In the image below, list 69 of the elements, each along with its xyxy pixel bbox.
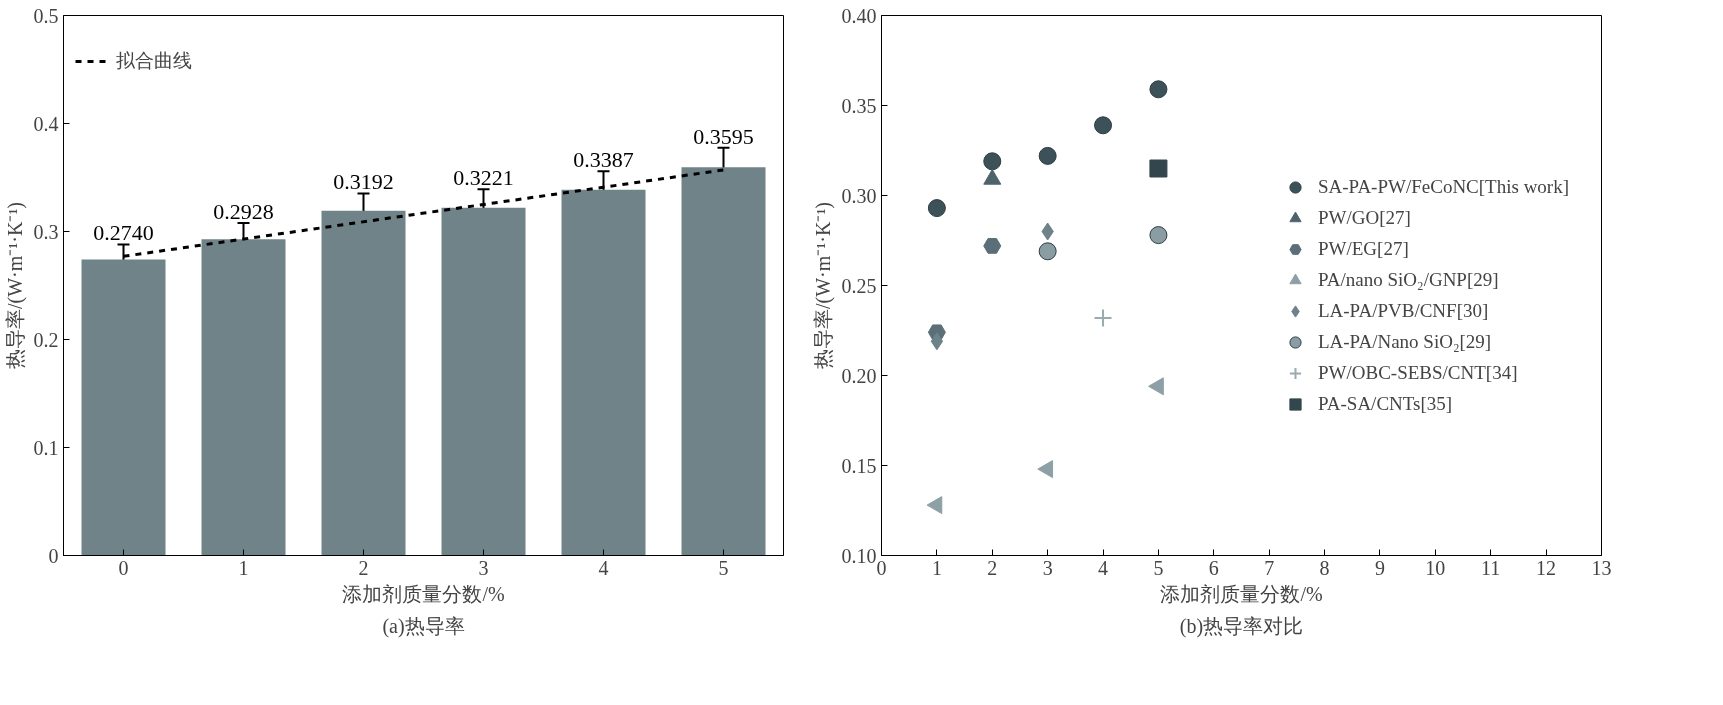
data-label: 0.3221 <box>453 165 514 191</box>
legend-label: PW/OBC-SEBS/CNT[34] <box>1317 360 1518 385</box>
y-tick-label: 0.35 <box>841 94 877 117</box>
x-tick-label: 3 <box>478 556 489 579</box>
point <box>930 332 944 351</box>
legend-label: 拟合曲线 <box>116 49 192 73</box>
y-tick-label: 0.20 <box>841 364 877 387</box>
point <box>1094 116 1113 135</box>
x-tick-label: 2 <box>987 556 998 579</box>
x-tick-label: 6 <box>1208 556 1219 579</box>
x-tick-label: 5 <box>1153 556 1164 579</box>
data-label: 0.3192 <box>333 169 394 195</box>
y-tick-label: 0.10 <box>841 544 877 567</box>
point <box>1149 80 1168 99</box>
bar <box>441 207 526 556</box>
y-tick-label: 0.25 <box>841 274 877 297</box>
point <box>1038 242 1057 261</box>
x-tick-label: 7 <box>1264 556 1275 579</box>
y-tick-label: 0.30 <box>841 184 877 207</box>
y-axis-title: 热导率/(W·m⁻¹·K⁻¹) <box>811 201 835 370</box>
x-tick-label: 10 <box>1425 556 1446 579</box>
y-tick-label: 0.15 <box>841 454 877 477</box>
point <box>1038 146 1057 165</box>
point <box>1149 226 1168 245</box>
x-tick-label: 8 <box>1319 556 1330 579</box>
y-axis-title: 热导率/(W·m⁻¹·K⁻¹) <box>3 201 27 370</box>
data-label: 0.3595 <box>693 123 754 149</box>
y-tick-label: 0.2 <box>33 328 59 351</box>
data-label: 0.3387 <box>573 147 634 173</box>
text: (b)热导率对比 <box>1179 614 1304 638</box>
x-tick-label: 1 <box>931 556 942 579</box>
y-tick-label: 0.1 <box>33 436 59 459</box>
data-label: 0.2740 <box>93 220 154 246</box>
x-axis-title: 添加剂质量分数/% <box>1160 582 1323 605</box>
legend-label: SA-PA-PW/FeCoNC[This work] <box>1317 174 1570 199</box>
point <box>927 199 946 218</box>
x-tick-label: 4 <box>598 556 609 579</box>
x-tick-label: 1 <box>238 556 249 579</box>
x-tick-label: 9 <box>1374 556 1385 579</box>
x-tick-label: 13 <box>1591 556 1612 579</box>
legend-label: PA-SA/CNTs[35] <box>1317 391 1453 416</box>
bar <box>81 259 166 556</box>
y-tick-label: 0.40 <box>841 4 877 27</box>
legend-label: PA/nano SiO₂/GNP[29] <box>1317 267 1499 292</box>
point <box>983 238 1002 254</box>
x-tick-label: 2 <box>358 556 369 579</box>
bar <box>681 167 766 556</box>
legend-label: PW/GO[27] <box>1317 205 1411 230</box>
y-tick-label: 0.4 <box>33 112 59 135</box>
legend-label: LA-PA/Nano SiO₂[29] <box>1317 329 1492 354</box>
point <box>983 152 1002 171</box>
y-tick-label: 0.3 <box>33 220 59 243</box>
point <box>1149 159 1168 178</box>
x-tick-label: 3 <box>1042 556 1053 579</box>
text: (a)热导率 <box>382 614 465 638</box>
x-tick-label: 0 <box>118 556 129 579</box>
data-label: 0.2928 <box>213 199 274 225</box>
x-tick-label: 4 <box>1098 556 1109 579</box>
bar <box>561 189 646 556</box>
x-axis-title: 添加剂质量分数/% <box>342 582 505 605</box>
x-tick-label: 11 <box>1481 556 1501 579</box>
legend-label: PW/EG[27] <box>1317 236 1409 261</box>
bar <box>201 239 286 556</box>
x-tick-label: 5 <box>718 556 729 579</box>
y-tick-label: 0.5 <box>33 4 59 27</box>
x-tick-label: 12 <box>1536 556 1557 579</box>
legend-label: LA-PA/PVB/CNF[30] <box>1317 298 1489 323</box>
point <box>1093 308 1113 328</box>
bar <box>321 210 406 556</box>
